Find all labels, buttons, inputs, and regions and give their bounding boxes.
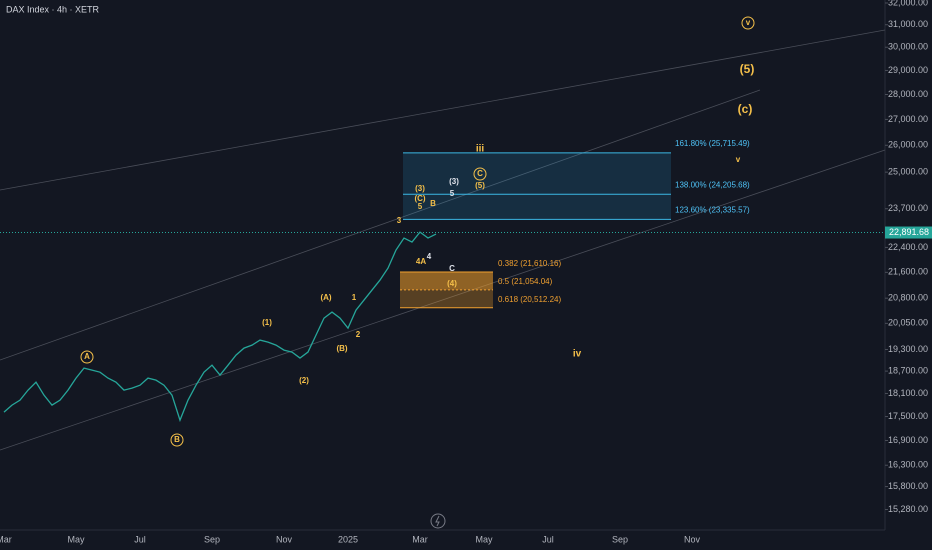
- fib-extension-zone: [403, 152, 671, 220]
- fib-extension-label: 161.80% (25,715.49): [675, 139, 750, 148]
- wave-label: iii: [476, 144, 485, 155]
- wave-label: (1): [262, 318, 272, 327]
- wave-label: B: [174, 435, 180, 444]
- y-tick-label: 29,000.00: [888, 65, 928, 75]
- y-tick-label: 23,700.00: [888, 203, 928, 213]
- wave-label: (3): [449, 177, 459, 186]
- wave-circle: [473, 167, 487, 181]
- channel-line: [0, 29, 886, 191]
- price-line: [3, 231, 437, 423]
- wave-label: (2): [299, 376, 309, 385]
- fib-retracement-label: 0.382 (21,610.16): [498, 259, 561, 268]
- wave-label: (3): [415, 184, 425, 193]
- wave-label: v: [746, 18, 751, 27]
- wave-label: (5): [475, 181, 485, 190]
- wave-label: 3: [397, 216, 402, 225]
- y-tick-label: 16,300.00: [888, 460, 928, 470]
- wave-label: (5): [740, 62, 755, 76]
- wave-circle: [170, 433, 184, 447]
- chart-title: DAX Index · 4h · XETR: [6, 4, 100, 14]
- x-tick-label: Jul: [134, 534, 146, 544]
- x-tick-label: 2025: [338, 534, 358, 544]
- wave-label: (4): [447, 279, 457, 288]
- x-tick-label: Sep: [204, 534, 220, 544]
- last-price-box: [885, 226, 932, 239]
- wave-circle: [741, 16, 755, 30]
- x-tick-label: May: [475, 534, 493, 544]
- x-tick-label: Nov: [276, 534, 293, 544]
- y-tick-label: 30,000.00: [888, 42, 928, 52]
- wave-label: (c): [738, 102, 753, 116]
- x-tick-label: Mar: [412, 534, 428, 544]
- wave-label: (B): [336, 344, 347, 353]
- y-tick-label: 18,700.00: [888, 365, 928, 375]
- wave-label: B: [430, 199, 436, 208]
- fib-extension-label: 138.00% (24,205.68): [675, 180, 750, 189]
- x-tick-label: May: [67, 534, 85, 544]
- y-tick-label: 22,400.00: [888, 242, 928, 252]
- wave-label: 1: [352, 293, 357, 302]
- wave-label: 5: [418, 202, 423, 211]
- x-tick-label: Mar: [0, 534, 12, 544]
- y-tick-label: 26,000.00: [888, 140, 928, 150]
- y-tick-label: 25,000.00: [888, 167, 928, 177]
- x-tick-label: Sep: [612, 534, 628, 544]
- fib-retracement-label: 0.5 (21,054.04): [498, 277, 553, 286]
- wave-label: C: [477, 169, 483, 178]
- wave-circle: [80, 350, 94, 364]
- y-tick-label: 19,300.00: [888, 344, 928, 354]
- y-tick-label: 28,000.00: [888, 89, 928, 99]
- wave-label: C: [449, 264, 455, 273]
- fib-retracement-zone: [400, 289, 493, 308]
- y-tick-label: 27,000.00: [888, 114, 928, 124]
- y-tick-label: 20,050.00: [888, 318, 928, 328]
- fib-retracement-label: 0.618 (20,512.24): [498, 295, 561, 304]
- wave-label: 4A: [416, 257, 426, 266]
- channel-line: [0, 149, 886, 451]
- x-tick-label: Jul: [542, 534, 554, 544]
- y-tick-label: 15,280.00: [888, 504, 928, 514]
- wave-label: A: [84, 352, 90, 361]
- channel-line: [0, 89, 761, 361]
- last-price-label: 22,891.68: [889, 227, 929, 237]
- fib-extension-label: 123.60% (23,335.57): [675, 205, 750, 214]
- replay-icon-bolt: [435, 515, 440, 527]
- y-tick-label: 16,900.00: [888, 435, 928, 445]
- wave-label: iv: [573, 349, 582, 360]
- y-tick-label: 32,000.00: [888, 0, 928, 7]
- fib-retracement-zone: [400, 271, 493, 290]
- wave-label: (C): [414, 194, 425, 203]
- y-tick-label: 31,000.00: [888, 19, 928, 29]
- wave-label: 5: [450, 189, 455, 198]
- wave-label: 2: [356, 330, 361, 339]
- wave-label: (A): [320, 293, 331, 302]
- wave-label: 4: [427, 252, 432, 261]
- y-tick-label: 17,500.00: [888, 411, 928, 421]
- replay-icon[interactable]: [430, 513, 446, 529]
- wave-label: v: [736, 155, 741, 164]
- y-tick-label: 18,100.00: [888, 388, 928, 398]
- y-tick-label: 20,800.00: [888, 293, 928, 303]
- x-tick-label: Nov: [684, 534, 701, 544]
- y-tick-label: 15,800.00: [888, 481, 928, 491]
- y-tick-label: 21,600.00: [888, 267, 928, 277]
